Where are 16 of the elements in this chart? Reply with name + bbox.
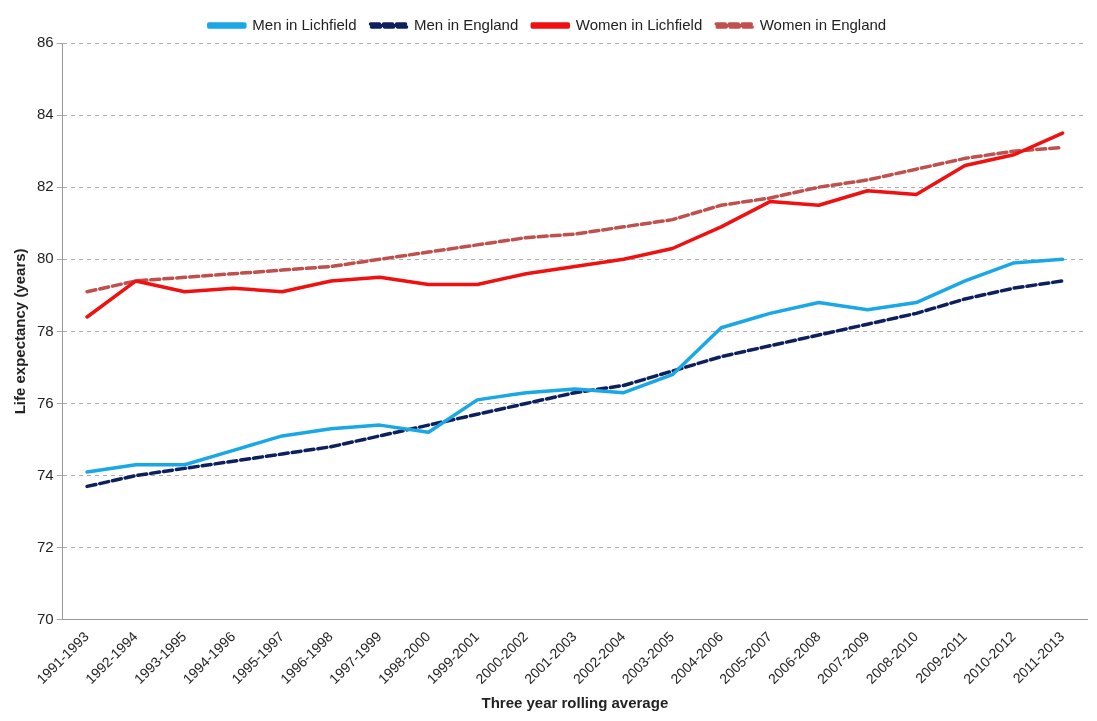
y-tick-label: 82 (37, 177, 54, 195)
y-axis-title: Life expectancy (years) (11, 248, 29, 415)
legend-label: Women in England (759, 15, 887, 33)
y-tick-label: 76 (37, 393, 54, 411)
y-tick-label: 80 (37, 249, 54, 267)
y-tick-label: 78 (37, 321, 54, 339)
legend-label: Men in England (414, 15, 519, 33)
y-tick-label: 74 (37, 465, 54, 483)
line-series (85, 279, 1065, 489)
y-tick-label: 72 (37, 537, 54, 555)
x-axis-title: Three year rolling average (481, 694, 669, 712)
y-tick-label: 84 (37, 105, 54, 123)
y-tick-label: 70 (37, 609, 54, 627)
y-tick-label: 86 (37, 33, 54, 51)
legend-label: Men in Lichfield (252, 15, 357, 33)
legend-label: Women in Lichfield (575, 15, 703, 33)
